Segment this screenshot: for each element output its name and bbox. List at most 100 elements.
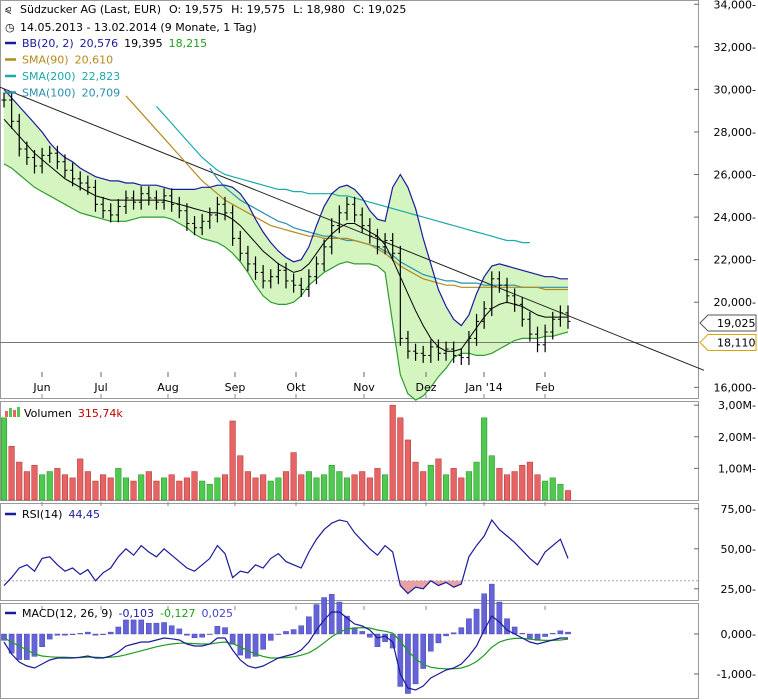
chart-subtitle: 14.05.2013 - 13.02.2014 (9 Monate, 1 Tag…	[20, 21, 257, 34]
rsi-legend-label: RSI(14) 44,45	[22, 508, 100, 521]
volume-bar	[366, 477, 373, 501]
macd-histogram-bar	[275, 633, 282, 635]
macd-histogram-bar	[290, 629, 297, 635]
macd-histogram-bar	[481, 593, 487, 635]
y-tick-label: 28,000-	[714, 126, 756, 139]
macd-histogram-bar	[92, 633, 99, 636]
last-price-marker: 19,025	[699, 314, 757, 332]
volume-y-tick-label: 3,00M-	[718, 399, 756, 412]
macd-histogram-bar	[306, 616, 312, 635]
volume-bar	[229, 420, 236, 501]
macd-signal-value: -0,127	[160, 607, 195, 620]
macd-histogram-bar	[206, 633, 213, 635]
macd-histogram-bar	[458, 627, 465, 635]
last-price-label: 19,025	[717, 317, 756, 330]
ohlc-close: C: 19,025	[353, 3, 406, 16]
volume-bar	[282, 471, 290, 501]
macd-histogram-bar	[24, 633, 30, 660]
volume-bar	[191, 471, 198, 501]
volume-bar	[458, 477, 465, 501]
volume-y-tick-label: 2,00M-	[718, 431, 756, 444]
volume-bar	[511, 471, 518, 501]
macd-histogram-bar	[450, 632, 457, 635]
volume-bar	[481, 417, 488, 501]
macd-histogram-bar	[222, 627, 228, 635]
legend-item-name: BB(20, 2)	[22, 37, 74, 50]
volume-bar	[488, 455, 495, 501]
macd-histogram-bar	[54, 633, 61, 636]
trend-line	[0, 86, 705, 371]
macd-legend-label: MACD(12, 26, 9) -0,103 -0,127 0,025	[22, 607, 233, 620]
legend-item: BB(20, 2) 20,576 19,395 18,215	[22, 37, 207, 50]
macd-histogram-bar	[161, 622, 167, 635]
rsi-legend: RSI(14) 44,45	[5, 508, 100, 521]
volume-bar	[343, 477, 351, 501]
volume-bar	[138, 474, 145, 501]
volume-bar	[503, 474, 511, 501]
legend-item: SMA(90) 20,610	[22, 54, 113, 67]
volume-bar	[31, 464, 38, 501]
macd-histogram-bar	[557, 630, 564, 635]
x-tick-label: Okt	[286, 381, 306, 394]
macd-histogram-bar	[336, 601, 343, 635]
volume-bar	[244, 471, 251, 501]
macd-histogram-bar	[176, 628, 183, 635]
chart-logo-icon: ⪨	[5, 3, 11, 16]
volume-bar	[39, 474, 46, 501]
macd-legend-value: -0,103	[119, 607, 154, 620]
legend-item: SMA(200) 22,823	[22, 70, 120, 83]
volume-bar	[557, 483, 564, 501]
macd-histogram-bar	[527, 633, 533, 639]
volume-bar	[404, 439, 411, 501]
y-tick-label: 16,000-	[714, 381, 756, 394]
volume-bar	[145, 471, 152, 501]
x-grid	[41, 394, 546, 610]
volume-bar	[221, 474, 229, 501]
volume-bar	[206, 483, 213, 501]
bollinger-upper-line	[3, 89, 568, 327]
volume-bar	[176, 480, 183, 501]
y-axis-ticks: 34,000- 32,000- 30,000- 28,000- 26,000- 24,00…	[694, 0, 756, 681]
volume-bar	[130, 480, 137, 501]
clock-icon: ◷	[5, 21, 15, 34]
macd-y-tick-label: 0,000-	[721, 628, 756, 641]
ohlc-low: L: 18,980	[293, 3, 345, 16]
volume-bar	[321, 474, 328, 501]
sma90-line	[125, 95, 568, 291]
volume-bar	[526, 461, 533, 501]
macd-histogram-bar	[107, 631, 114, 635]
volume-bar	[61, 474, 69, 501]
macd-legend: MACD(12, 26, 9) -0,103 -0,127 0,025	[5, 607, 233, 620]
volume-bar	[465, 471, 472, 501]
volume-bar	[290, 452, 297, 501]
macd-panel	[1, 583, 571, 694]
macd-hist-value: 0,025	[201, 607, 233, 620]
x-tick-label: Nov	[353, 381, 375, 394]
volume-bar	[328, 464, 335, 501]
macd-histogram-bar	[260, 633, 266, 650]
macd-histogram-bar	[214, 626, 221, 635]
macd-histogram-bar	[473, 608, 480, 635]
y-tick-label: 24,000-	[714, 211, 756, 224]
macd-histogram-bar	[199, 633, 205, 638]
volume-bar	[542, 480, 549, 501]
macd-histogram-bar	[130, 619, 137, 635]
y-tick-label: 20,000-	[714, 296, 756, 309]
volume-bar	[84, 471, 91, 501]
macd-histogram-bar	[191, 633, 198, 639]
x-tick-label: Jan '14	[464, 381, 502, 394]
volume-bar	[0, 417, 8, 501]
macd-histogram-bar	[39, 633, 45, 648]
macd-histogram-bar	[184, 633, 190, 636]
legend-item-name: SMA(100)	[22, 87, 76, 100]
chart-frame	[0, 0, 699, 699]
volume-bar	[153, 480, 160, 501]
macd-histogram-bar	[504, 618, 510, 635]
volume-legend: Volumen 315,74k	[5, 407, 123, 420]
macd-line	[3, 611, 568, 691]
volume-bar	[214, 477, 221, 501]
bollinger-lower-line	[3, 163, 569, 401]
volume-bar	[199, 480, 206, 501]
chart-header: ⪨ Südzucker AG (Last, EUR) O: 19,575 H: 19…	[5, 3, 406, 34]
macd-y-tick-label: -1,000-	[717, 668, 756, 681]
